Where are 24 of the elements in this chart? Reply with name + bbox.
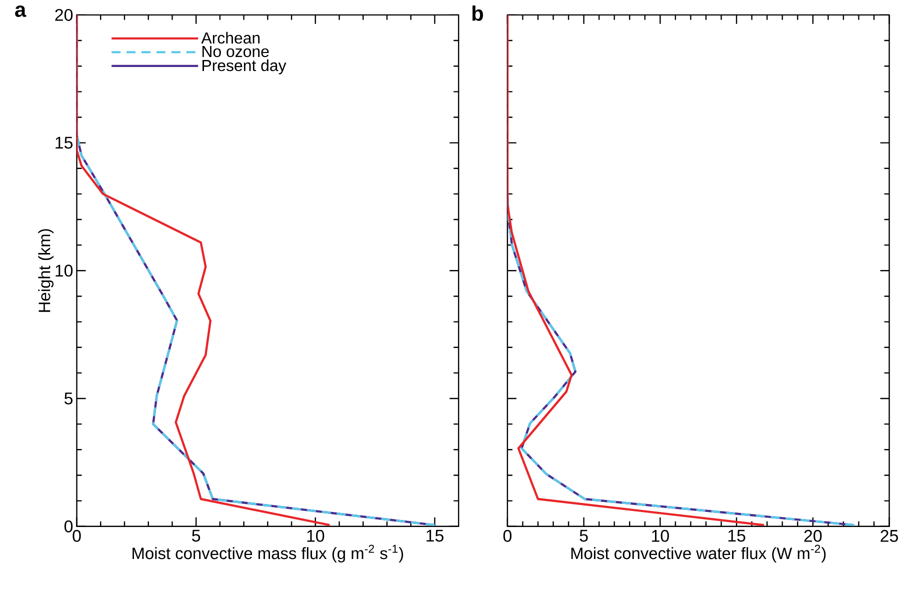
x-tick-label: 5 xyxy=(192,530,200,542)
chart-title: b xyxy=(472,5,484,21)
x-tick-label: 15 xyxy=(728,530,746,542)
x-tick-label: 10 xyxy=(652,530,669,542)
y-tick-label: 10 xyxy=(56,264,73,277)
x-tick-label: 20 xyxy=(804,530,822,542)
chart-title: a xyxy=(15,5,26,17)
text: Present day xyxy=(202,59,286,74)
y-tick-label: 5 xyxy=(64,392,73,404)
x-axis-title: Moist convective mass flux (g m$^{-2}$ s$^{-1}$) xyxy=(132,544,404,562)
line-series xyxy=(76,14,331,526)
x-tick-label: 0 xyxy=(503,530,512,542)
x-tick-label: 15 xyxy=(426,530,444,542)
text: No ozone xyxy=(202,46,269,58)
y-axis-title: Height (km) xyxy=(38,229,54,312)
x-tick-label: 10 xyxy=(307,530,324,542)
x-tick-label: 25 xyxy=(880,530,898,542)
x-tick-label: 5 xyxy=(580,530,588,542)
x-axis-title: Moist convective water flux (W m$^{-2}$) xyxy=(571,544,826,562)
y-tick-label: 15 xyxy=(56,136,73,149)
y-tick-label: 0 xyxy=(64,520,73,532)
y-tick-label: 20 xyxy=(55,8,73,21)
text: Archean xyxy=(201,32,260,44)
x-tick-label: 0 xyxy=(72,530,81,542)
